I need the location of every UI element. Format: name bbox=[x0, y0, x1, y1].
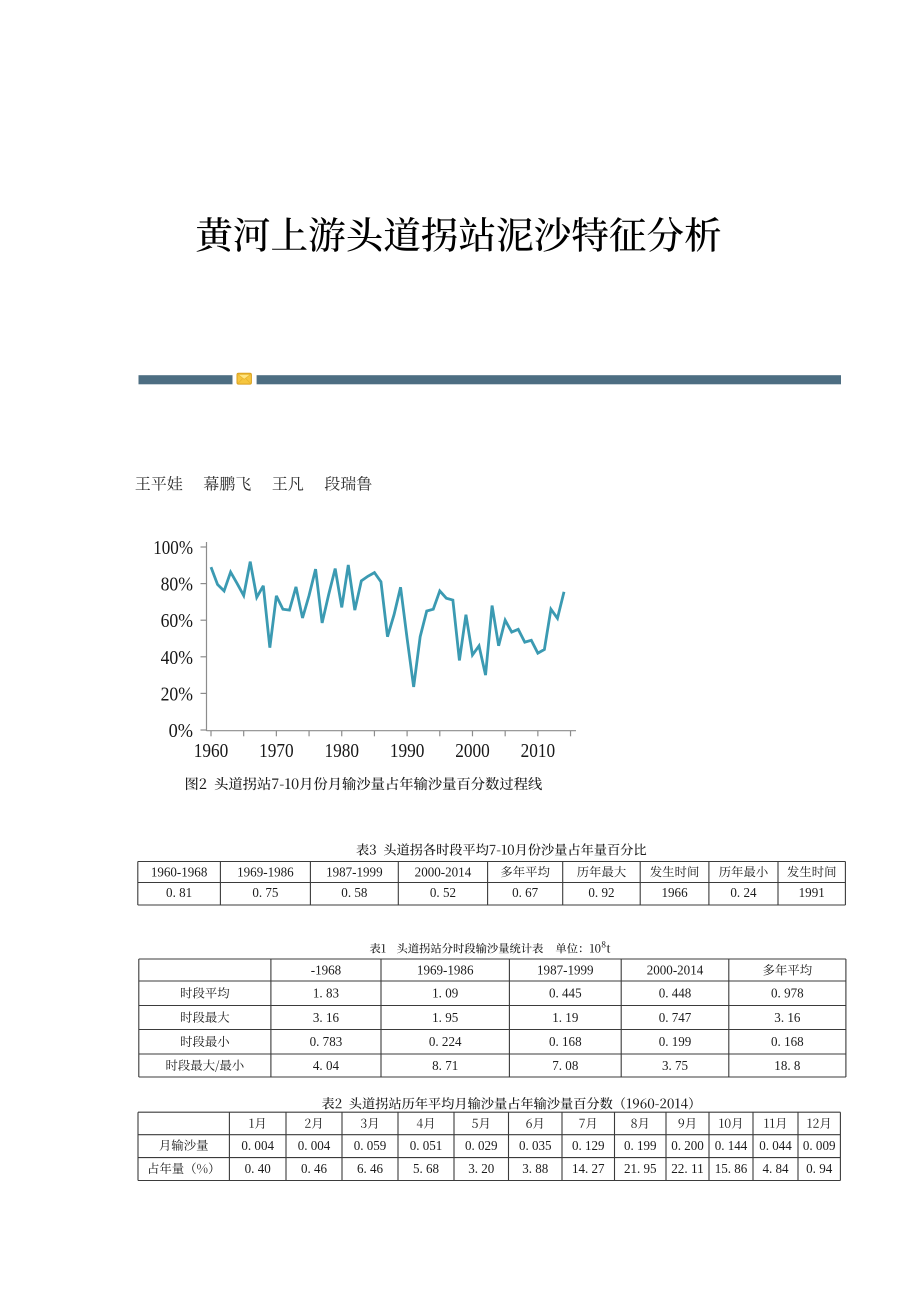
svg-text:1. 19: 1. 19 bbox=[552, 1011, 578, 1026]
svg-text:0. 448: 0. 448 bbox=[659, 987, 692, 1002]
svg-text:0. 004: 0. 004 bbox=[241, 1139, 274, 1154]
svg-text:21. 95: 21. 95 bbox=[624, 1162, 657, 1177]
svg-text:3. 16: 3. 16 bbox=[313, 1011, 339, 1026]
svg-text:1980: 1980 bbox=[324, 740, 359, 762]
svg-text:0. 445: 0. 445 bbox=[549, 987, 582, 1002]
svg-text:0. 200: 0. 200 bbox=[671, 1139, 704, 1154]
svg-text:0. 75: 0. 75 bbox=[252, 886, 278, 901]
svg-text:20%: 20% bbox=[161, 683, 193, 705]
svg-text:8. 71: 8. 71 bbox=[432, 1059, 458, 1074]
svg-text:3. 20: 3. 20 bbox=[468, 1162, 494, 1177]
svg-text:0%: 0% bbox=[169, 720, 193, 742]
svg-text:0. 224: 0. 224 bbox=[429, 1035, 462, 1050]
svg-text:1969-1986: 1969-1986 bbox=[237, 865, 294, 880]
svg-text:0. 044: 0. 044 bbox=[759, 1139, 792, 1154]
svg-text:0. 24: 0. 24 bbox=[730, 886, 756, 901]
svg-text:0. 129: 0. 129 bbox=[572, 1139, 605, 1154]
svg-text:6. 46: 6. 46 bbox=[357, 1162, 383, 1177]
svg-text:1990: 1990 bbox=[390, 740, 425, 762]
svg-text:0. 747: 0. 747 bbox=[659, 1011, 692, 1026]
svg-text:15. 86: 15. 86 bbox=[715, 1162, 748, 1177]
svg-text:1987-1999: 1987-1999 bbox=[326, 865, 383, 880]
svg-text:0. 059: 0. 059 bbox=[354, 1139, 387, 1154]
svg-text:18. 8: 18. 8 bbox=[774, 1059, 800, 1074]
svg-text:7. 08: 7. 08 bbox=[552, 1059, 578, 1074]
svg-text:0. 58: 0. 58 bbox=[341, 886, 367, 901]
svg-text:1966: 1966 bbox=[662, 886, 688, 901]
svg-text:40%: 40% bbox=[161, 647, 193, 669]
svg-text:0. 52: 0. 52 bbox=[430, 886, 456, 901]
svg-text:0. 168: 0. 168 bbox=[771, 1035, 804, 1050]
svg-text:0. 81: 0. 81 bbox=[166, 886, 192, 901]
svg-text:0. 783: 0. 783 bbox=[310, 1035, 343, 1050]
svg-text:0. 035: 0. 035 bbox=[519, 1139, 552, 1154]
svg-text:0. 67: 0. 67 bbox=[512, 886, 538, 901]
svg-text:3. 88: 3. 88 bbox=[522, 1162, 548, 1177]
svg-text:60%: 60% bbox=[161, 610, 193, 632]
svg-text:0. 46: 0. 46 bbox=[301, 1162, 327, 1177]
svg-text:0. 144: 0. 144 bbox=[715, 1139, 748, 1154]
svg-text:4. 84: 4. 84 bbox=[762, 1162, 788, 1177]
svg-text:0. 92: 0. 92 bbox=[588, 886, 614, 901]
svg-text:1. 09: 1. 09 bbox=[432, 987, 458, 1002]
svg-text:80%: 80% bbox=[161, 574, 193, 596]
svg-text:0. 009: 0. 009 bbox=[803, 1139, 836, 1154]
svg-text:0. 004: 0. 004 bbox=[298, 1139, 331, 1154]
svg-text:2000-2014: 2000-2014 bbox=[647, 964, 704, 979]
svg-text:3. 16: 3. 16 bbox=[774, 1011, 800, 1026]
svg-text:22. 11: 22. 11 bbox=[671, 1162, 704, 1177]
svg-text:1991: 1991 bbox=[799, 886, 825, 901]
svg-text:0. 199: 0. 199 bbox=[624, 1139, 657, 1154]
svg-text:0. 94: 0. 94 bbox=[806, 1162, 832, 1177]
svg-text:0. 168: 0. 168 bbox=[549, 1035, 582, 1050]
svg-text:0. 051: 0. 051 bbox=[410, 1139, 443, 1154]
svg-text:0. 199: 0. 199 bbox=[659, 1035, 692, 1050]
svg-text:5. 68: 5. 68 bbox=[413, 1162, 439, 1177]
svg-text:1987-1999: 1987-1999 bbox=[537, 964, 594, 979]
svg-text:4. 04: 4. 04 bbox=[313, 1059, 339, 1074]
svg-text:3. 75: 3. 75 bbox=[662, 1059, 688, 1074]
svg-text:1960-1968: 1960-1968 bbox=[151, 865, 208, 880]
svg-text:0. 029: 0. 029 bbox=[465, 1139, 498, 1154]
svg-text:-1968: -1968 bbox=[311, 964, 341, 979]
svg-text:0. 40: 0. 40 bbox=[245, 1162, 271, 1177]
svg-text:100%: 100% bbox=[153, 537, 193, 559]
svg-text:14. 27: 14. 27 bbox=[572, 1162, 605, 1177]
svg-text:1970: 1970 bbox=[259, 740, 294, 762]
svg-text:1969-1986: 1969-1986 bbox=[417, 964, 474, 979]
svg-text:1960: 1960 bbox=[194, 740, 229, 762]
svg-text:2000-2014: 2000-2014 bbox=[415, 865, 472, 880]
svg-text:2010: 2010 bbox=[521, 740, 556, 762]
svg-text:1. 95: 1. 95 bbox=[432, 1011, 458, 1026]
svg-text:1. 83: 1. 83 bbox=[313, 987, 339, 1002]
svg-text:0. 978: 0. 978 bbox=[771, 987, 804, 1002]
svg-text:2000: 2000 bbox=[455, 740, 490, 762]
